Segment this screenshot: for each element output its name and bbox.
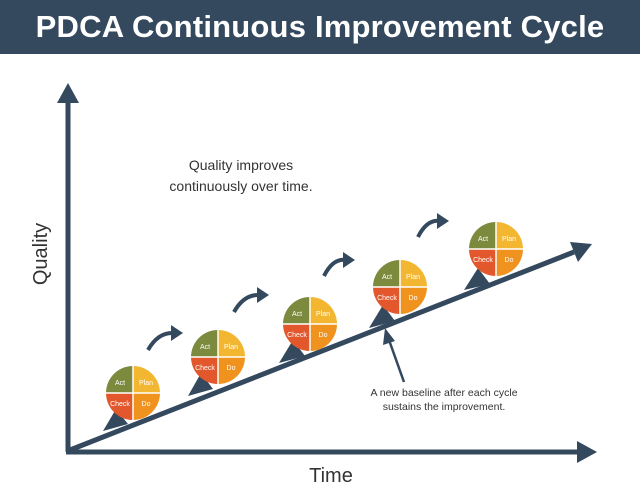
progress-arrowhead bbox=[343, 252, 355, 268]
quadrant-check bbox=[373, 287, 400, 314]
label-plan: Plan bbox=[406, 274, 420, 281]
progress-arrowhead bbox=[171, 325, 183, 341]
pdca-cycle-5: Act Plan Check Do bbox=[464, 222, 523, 290]
quadrant-check bbox=[191, 357, 218, 384]
cycle-wedge bbox=[464, 268, 490, 290]
label-plan: Plan bbox=[139, 380, 153, 387]
quadrant-do bbox=[218, 357, 245, 384]
cycle-wedge bbox=[279, 340, 305, 363]
trend-line bbox=[69, 249, 575, 453]
label-do: Do bbox=[142, 401, 151, 408]
progress-arrowhead bbox=[437, 213, 449, 229]
annotation-top-line2: continuously over time. bbox=[169, 178, 312, 194]
annotation-top-line1: Quality improves bbox=[189, 157, 293, 173]
quadrant-plan bbox=[133, 366, 160, 393]
progress-arrowhead bbox=[257, 287, 269, 303]
title-bar: PDCA Continuous Improvement Cycle bbox=[0, 0, 640, 54]
label-plan: Plan bbox=[316, 311, 330, 318]
pdca-cycle-4: Act Plan Check Do bbox=[369, 213, 449, 328]
quadrant-check bbox=[106, 393, 133, 420]
cycle-wedge bbox=[188, 373, 213, 396]
progress-arrow bbox=[146, 330, 175, 352]
annotation-baseline-line1: A new baseline after each cycle bbox=[370, 387, 517, 399]
y-axis-label: Quality bbox=[30, 223, 52, 285]
label-act: Act bbox=[382, 274, 392, 281]
quadrant-plan bbox=[310, 297, 337, 324]
quadrant-do bbox=[310, 324, 337, 351]
label-do: Do bbox=[409, 295, 418, 302]
pdca-cycle-1: Act Plan Check Do bbox=[103, 325, 183, 431]
quadrant-act bbox=[106, 366, 133, 393]
quadrant-plan bbox=[218, 330, 245, 357]
pdca-cycle-3: Act Plan Check Do bbox=[279, 252, 355, 363]
trend-line-arrowhead bbox=[570, 242, 592, 262]
annotation-baseline-line2: sustains the improvement. bbox=[383, 401, 506, 413]
quadrant-act bbox=[283, 297, 310, 324]
label-act: Act bbox=[292, 311, 302, 318]
x-axis-label: Time bbox=[309, 465, 353, 487]
label-plan: Plan bbox=[224, 344, 238, 351]
quadrant-do bbox=[496, 249, 523, 276]
progress-arrow bbox=[232, 292, 261, 314]
label-check: Check bbox=[110, 401, 130, 408]
label-do: Do bbox=[505, 257, 514, 264]
y-axis-arrowhead bbox=[57, 83, 79, 103]
quadrant-act bbox=[191, 330, 218, 357]
label-check: Check bbox=[287, 332, 307, 339]
label-do: Do bbox=[227, 365, 236, 372]
cycle-wedge bbox=[369, 305, 395, 328]
baseline-pointer-arrowhead bbox=[383, 328, 395, 345]
progress-arrow bbox=[322, 257, 347, 277]
label-act: Act bbox=[115, 380, 125, 387]
pdca-cycle-2: Act Plan Check Do bbox=[188, 287, 269, 396]
page-title: PDCA Continuous Improvement Cycle bbox=[35, 9, 605, 44]
label-check: Check bbox=[473, 257, 493, 264]
x-axis-arrowhead bbox=[577, 441, 597, 463]
quadrant-plan bbox=[496, 222, 523, 249]
quadrant-check bbox=[283, 324, 310, 351]
quadrant-do bbox=[400, 287, 427, 314]
quadrant-act bbox=[469, 222, 496, 249]
cycle-wedge bbox=[103, 409, 128, 431]
quadrant-check bbox=[469, 249, 496, 276]
label-check: Check bbox=[195, 365, 215, 372]
label-check: Check bbox=[377, 295, 397, 302]
label-act: Act bbox=[478, 236, 488, 243]
baseline-pointer-line bbox=[387, 339, 406, 383]
quadrant-do bbox=[133, 393, 160, 420]
label-do: Do bbox=[319, 332, 328, 339]
quadrant-act bbox=[373, 260, 400, 287]
label-plan: Plan bbox=[502, 236, 516, 243]
quadrant-plan bbox=[400, 260, 427, 287]
progress-arrow bbox=[416, 218, 441, 238]
label-act: Act bbox=[200, 344, 210, 351]
